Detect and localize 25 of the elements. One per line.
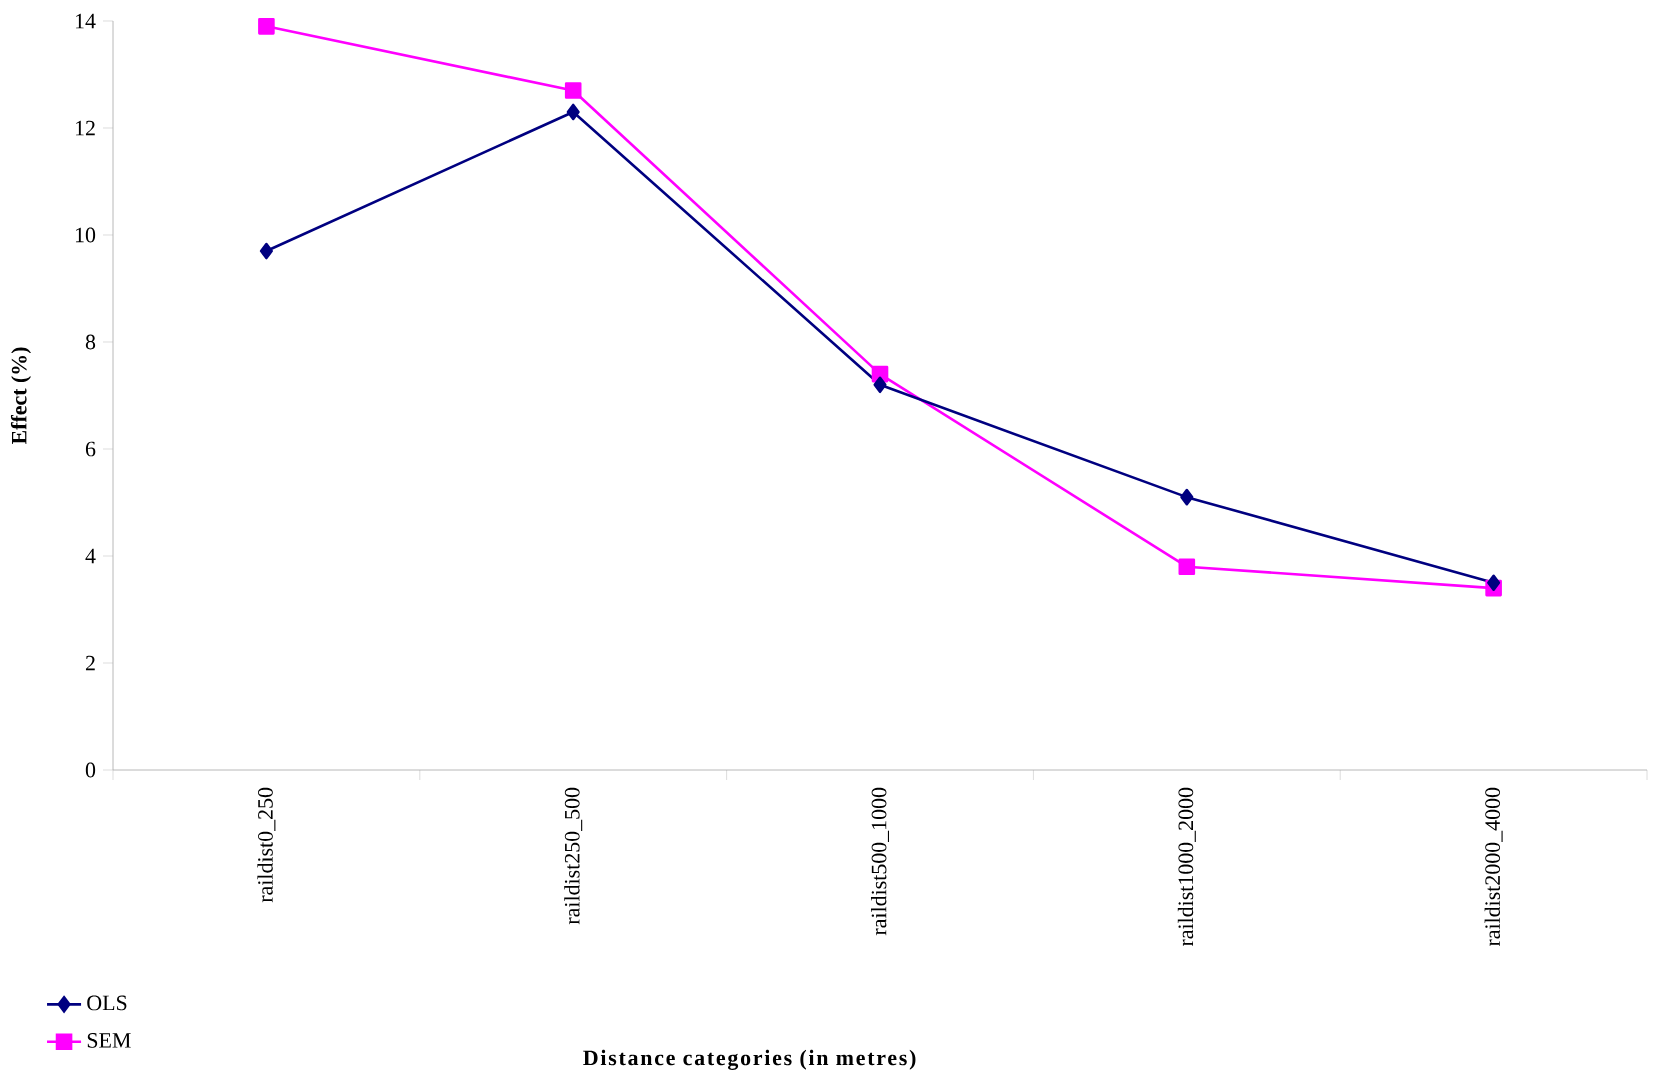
y-tick-label: 6: [85, 441, 96, 457]
x-tick-label: raildist0_250: [257, 787, 276, 903]
x-axis-title: Distance categories (in metres): [583, 1049, 916, 1070]
point: [566, 103, 580, 121]
y-axis-title: Effect (%): [10, 347, 31, 445]
y-tick-label: 14: [75, 13, 96, 29]
y-tick-label: 4: [85, 548, 96, 564]
point: [1178, 558, 1196, 575]
point: [564, 82, 582, 99]
y-tick-label: 8: [85, 334, 96, 350]
y-tick-label: 0: [85, 762, 96, 778]
point: [1180, 488, 1194, 506]
point: [259, 242, 273, 260]
legend-label: OLS: [87, 995, 127, 1011]
y-tick-label: 10: [75, 227, 96, 243]
x-tick-label: raildist250_500: [564, 787, 583, 925]
y-tick-label: 12: [75, 120, 95, 136]
point: [1487, 574, 1501, 592]
point: [873, 376, 887, 394]
x-tick-label: raildist1000_2000: [1177, 787, 1196, 947]
point: [258, 18, 275, 35]
legend-label: SEM: [87, 1033, 131, 1048]
x-tick-label: raildist500_1000: [871, 787, 890, 936]
y-tick-label: 2: [85, 655, 95, 671]
x-tick-label: raildist2000_4000: [1484, 787, 1503, 947]
